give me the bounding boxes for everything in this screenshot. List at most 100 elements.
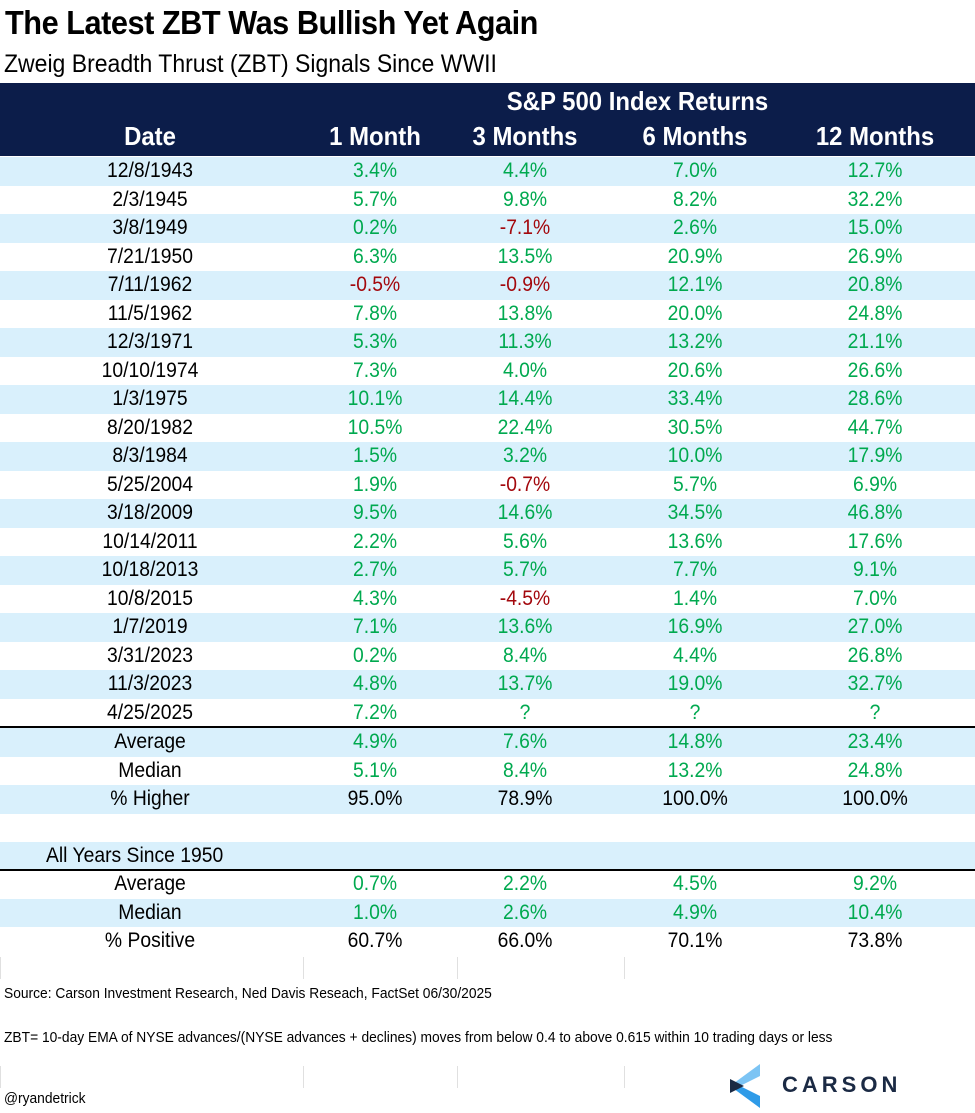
return-cell: 32.7% bbox=[847, 672, 903, 695]
return-cell: 4.0% bbox=[502, 358, 548, 382]
return-cell: 70.1% bbox=[667, 929, 723, 952]
return-cell: 7.0% bbox=[852, 586, 898, 610]
all-years-header-row: All Years Since 1950 bbox=[0, 841, 975, 870]
return-cell: 19.0% bbox=[667, 672, 723, 695]
gridline bbox=[457, 1066, 458, 1088]
table-row: 5/25/2004 1.9% -0.7% 5.7% 6.9% bbox=[0, 471, 975, 500]
row-label: Average bbox=[114, 872, 186, 895]
return-cell: 20.8% bbox=[847, 273, 903, 296]
return-cell: 3.2% bbox=[502, 444, 548, 467]
table-row: 11/5/1962 7.8% 13.8% 20.0% 24.8% bbox=[0, 300, 975, 329]
return-cell: 4.5% bbox=[672, 872, 718, 895]
return-cell: 1.4% bbox=[672, 586, 718, 610]
return-cell: 9.1% bbox=[852, 558, 898, 581]
return-cell: 24.8% bbox=[847, 301, 903, 325]
table-row: 10/14/2011 2.2% 5.6% 13.6% 17.6% bbox=[0, 528, 975, 557]
table-row: 3/31/2023 0.2% 8.4% 4.4% 26.8% bbox=[0, 642, 975, 671]
return-cell: 7.2% bbox=[352, 700, 398, 724]
table-row: 7/11/1962 -0.5% -0.9% 12.1% 20.8% bbox=[0, 271, 975, 300]
return-cell: 11.3% bbox=[498, 330, 552, 353]
return-cell: 0.2% bbox=[352, 643, 398, 667]
table-row: 10/10/1974 7.3% 4.0% 20.6% 26.6% bbox=[0, 357, 975, 386]
gridline bbox=[624, 1066, 625, 1088]
return-cell: 7.7% bbox=[672, 558, 718, 581]
return-cell: 24.8% bbox=[847, 758, 903, 782]
gridline bbox=[457, 957, 458, 979]
table-row: 12/3/1971 5.3% 11.3% 13.2% 21.1% bbox=[0, 328, 975, 357]
return-cell: 26.9% bbox=[847, 244, 903, 268]
summary-row: Median 5.1% 8.4% 13.2% 24.8% bbox=[0, 757, 975, 786]
column-header-6-months: 6 Months bbox=[642, 121, 748, 151]
return-cell: 2.2% bbox=[352, 529, 398, 553]
return-cell: 100.0% bbox=[662, 787, 728, 810]
row-label: 4/25/2025 bbox=[107, 700, 193, 724]
return-cell: 1.5% bbox=[352, 444, 398, 467]
carson-chevron-icon bbox=[730, 1064, 760, 1108]
return-cell: 5.7% bbox=[672, 472, 718, 496]
return-cell: 20.9% bbox=[667, 244, 723, 268]
all-years-row: % Positive 60.7% 66.0% 70.1% 73.8% bbox=[0, 927, 975, 956]
row-label: All Years Since 1950 bbox=[46, 843, 224, 867]
row-label: 3/8/1949 bbox=[112, 216, 188, 239]
return-cell: 4.4% bbox=[502, 159, 548, 182]
page-subtitle: Zweig Breadth Thrust (ZBT) Signals Since… bbox=[4, 50, 497, 78]
return-cell: 26.6% bbox=[847, 358, 903, 382]
return-cell: 22.4% bbox=[497, 415, 553, 439]
return-cell: 2.2% bbox=[502, 872, 548, 895]
return-cell: 12.1% bbox=[667, 273, 723, 296]
return-cell: 2.6% bbox=[502, 900, 548, 924]
row-label: 2/3/1945 bbox=[112, 187, 188, 211]
table-header: S&P 500 Index Returns Date 1 Month 3 Mon… bbox=[0, 83, 975, 156]
return-cell: 27.0% bbox=[847, 615, 903, 638]
return-cell: 2.7% bbox=[352, 558, 398, 581]
return-cell: 5.3% bbox=[352, 330, 398, 353]
return-cell: 7.3% bbox=[352, 358, 398, 382]
summary-row: Average 4.9% 7.6% 14.8% 23.4% bbox=[0, 728, 975, 757]
row-label: 7/21/1950 bbox=[107, 244, 193, 268]
return-cell: 14.4% bbox=[497, 387, 553, 410]
return-cell: 7.0% bbox=[672, 159, 718, 182]
return-cell: -0.7% bbox=[499, 472, 551, 496]
return-cell: 13.5% bbox=[497, 244, 553, 268]
return-cell: 9.2% bbox=[852, 872, 898, 895]
return-cell: 7.1% bbox=[352, 615, 398, 638]
return-cell: 32.2% bbox=[847, 187, 903, 211]
carson-logo: CARSON bbox=[730, 1063, 940, 1109]
table-row: 10/18/2013 2.7% 5.7% 7.7% 9.1% bbox=[0, 556, 975, 585]
return-cell: 17.6% bbox=[847, 529, 903, 553]
return-cell: 33.4% bbox=[667, 387, 723, 410]
return-cell: 20.0% bbox=[667, 301, 723, 325]
return-cell: -0.9% bbox=[499, 273, 551, 296]
table-row: 3/18/2009 9.5% 14.6% 34.5% 46.8% bbox=[0, 499, 975, 528]
row-label: 8/3/1984 bbox=[112, 444, 188, 467]
return-cell: -7.1% bbox=[499, 216, 551, 239]
column-header-3-months: 3 Months bbox=[472, 121, 578, 151]
return-cell: 1.9% bbox=[352, 472, 398, 496]
return-cell: 4.9% bbox=[672, 900, 718, 924]
row-label: 11/3/2023 bbox=[107, 672, 193, 695]
return-cell: 4.8% bbox=[352, 672, 398, 695]
return-cell: 15.0% bbox=[847, 216, 903, 239]
page-title: The Latest ZBT Was Bullish Yet Again bbox=[5, 4, 538, 41]
return-cell: 5.1% bbox=[352, 758, 398, 782]
table-row: 8/3/1984 1.5% 3.2% 10.0% 17.9% bbox=[0, 442, 975, 471]
return-cell: 14.8% bbox=[667, 730, 723, 753]
table-row: 2/3/1945 5.7% 9.8% 8.2% 32.2% bbox=[0, 186, 975, 215]
return-cell: 100.0% bbox=[842, 787, 908, 810]
return-cell: 21.1% bbox=[847, 330, 903, 353]
return-cell: 14.6% bbox=[497, 501, 553, 524]
return-cell: 4.4% bbox=[672, 643, 718, 667]
row-label: % Positive bbox=[104, 929, 196, 952]
return-cell: 13.7% bbox=[497, 672, 553, 695]
return-cell: ? bbox=[689, 700, 701, 724]
return-cell: 13.6% bbox=[497, 615, 553, 638]
return-cell: 16.9% bbox=[667, 615, 723, 638]
row-label: 1/3/1975 bbox=[112, 387, 188, 410]
column-header-1-month: 1 Month bbox=[329, 121, 421, 151]
summary-row: % Higher 95.0% 78.9% 100.0% 100.0% bbox=[0, 785, 975, 814]
return-cell: 34.5% bbox=[667, 501, 723, 524]
row-label: 10/18/2013 bbox=[101, 558, 199, 581]
row-label: 11/5/1962 bbox=[107, 301, 193, 325]
return-cell: 46.8% bbox=[847, 501, 903, 524]
return-cell: 9.5% bbox=[352, 501, 398, 524]
